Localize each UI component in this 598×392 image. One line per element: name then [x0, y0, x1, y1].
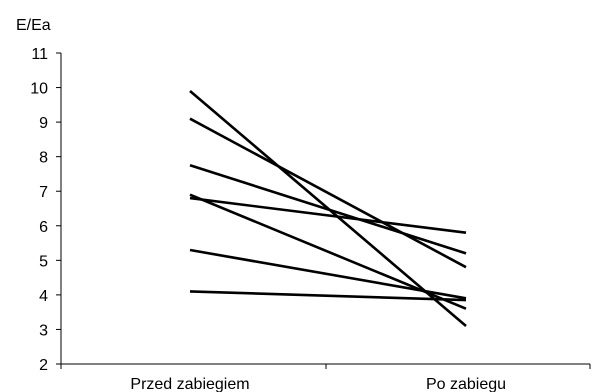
y-tick-label: 10	[30, 81, 48, 98]
y-axis: 2 3 4 5 6 7 8 9 10 11	[30, 46, 62, 374]
x-axis: Przed zabiegiem Po zabiegu	[56, 363, 591, 392]
series-line-3	[189, 164, 467, 255]
y-tick-label: 3	[39, 322, 48, 339]
x-tick-label: Przed zabiegiem	[130, 376, 249, 392]
y-tick-label: 9	[39, 115, 48, 132]
y-tick-label: 8	[39, 150, 48, 167]
y-tick-label: 11	[31, 46, 48, 63]
y-tick-label: 6	[39, 219, 48, 236]
series-line-2	[189, 117, 467, 269]
y-tick-label: 7	[39, 184, 48, 201]
series-lines	[189, 90, 467, 327]
y-tick-label: 2	[39, 357, 48, 374]
x-tick-label: Po zabiegu	[426, 376, 506, 392]
y-axis-title: E/Ea	[16, 17, 51, 34]
y-tick-label: 4	[39, 288, 48, 305]
series-line-5	[189, 196, 467, 234]
series-line-6	[189, 248, 467, 300]
y-tick-label: 5	[39, 253, 48, 270]
series-line-7	[189, 290, 467, 302]
